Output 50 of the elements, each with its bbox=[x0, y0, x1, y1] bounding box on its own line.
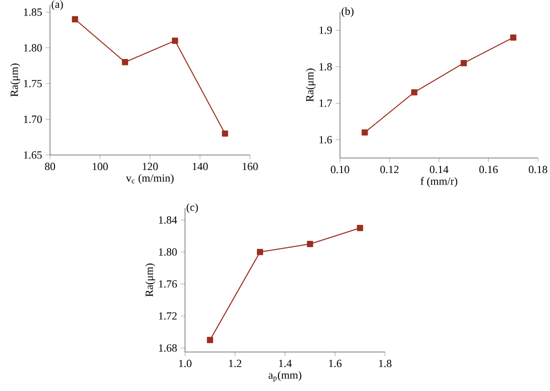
point bbox=[411, 89, 418, 96]
y-tick-label: 1.9 bbox=[320, 26, 332, 34]
point bbox=[172, 38, 178, 44]
x-tick-label: 1.8 bbox=[379, 360, 392, 368]
x-tick-label: 100 bbox=[92, 162, 108, 170]
x-tick-label: 1.2 bbox=[229, 360, 242, 368]
y-tick-label: 1.65 bbox=[24, 151, 42, 159]
y-axis-title: Ra(μm) bbox=[10, 64, 20, 97]
x-tick-label: 140 bbox=[192, 162, 208, 170]
x-tick-label: 80 bbox=[44, 162, 56, 170]
point bbox=[256, 248, 264, 256]
chart-title: (a) bbox=[52, 0, 63, 10]
x-tick-label: 160 bbox=[242, 162, 258, 170]
x-tick-label: 0.16 bbox=[479, 166, 498, 174]
point bbox=[460, 60, 467, 66]
chart-title: (c) bbox=[186, 203, 198, 214]
point bbox=[306, 240, 314, 248]
point bbox=[206, 336, 214, 344]
y-tick-label: 1.70 bbox=[24, 116, 42, 124]
point bbox=[72, 16, 78, 22]
x-axis-title: f (mm/r) bbox=[420, 177, 458, 188]
y-tick-label: 1.75 bbox=[24, 80, 42, 88]
y-tick-label: 1.72 bbox=[159, 312, 177, 320]
y-tick-label: 1.80 bbox=[24, 44, 42, 52]
point bbox=[362, 129, 368, 136]
point bbox=[222, 130, 228, 137]
x-tick-label: 1.0 bbox=[179, 360, 192, 368]
y-tick-label: 1.68 bbox=[159, 344, 177, 352]
point bbox=[510, 34, 516, 41]
y-tick-label: 1.85 bbox=[24, 8, 42, 16]
chart-title: (b) bbox=[342, 7, 354, 18]
x-tick-label: 120 bbox=[142, 162, 158, 170]
y-tick-label: 1.7 bbox=[320, 100, 332, 107]
point bbox=[356, 224, 364, 232]
x-tick-label: 0.12 bbox=[380, 166, 398, 174]
y-axis-title: Ra(μm) bbox=[306, 68, 316, 102]
x-tick-label: 0.10 bbox=[330, 166, 350, 174]
y-axis-title: Ra(μm) bbox=[145, 264, 156, 297]
x-tick-label: 1.6 bbox=[329, 360, 342, 368]
y-tick-label: 1.76 bbox=[159, 280, 177, 288]
y-tick-label: 1.8 bbox=[320, 63, 332, 70]
x-tick-label: 0.14 bbox=[430, 166, 448, 174]
x-axis-title: v$_{c}$ (m/min) bbox=[126, 174, 174, 184]
x-tick-label: 1.4 bbox=[279, 360, 292, 368]
x-axis-title: a$_{p}$(mm) bbox=[268, 371, 302, 382]
y-tick-label: 1.84 bbox=[159, 216, 178, 224]
point bbox=[122, 59, 128, 66]
y-tick-label: 1.6 bbox=[320, 136, 332, 144]
x-tick-label: 0.18 bbox=[528, 166, 548, 174]
y-tick-label: 1.80 bbox=[159, 248, 177, 256]
